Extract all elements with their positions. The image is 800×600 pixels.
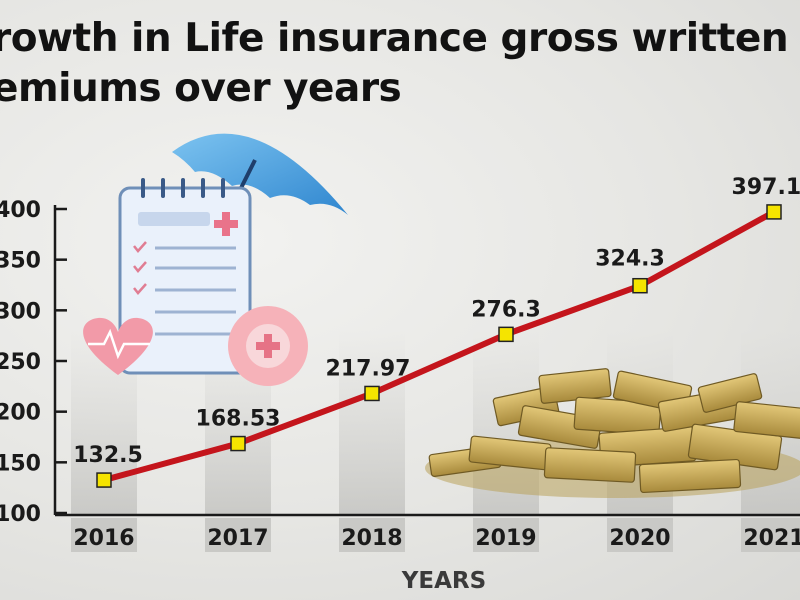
y-tick-label: 300 [0,299,41,324]
data-label: 397.12 [732,175,800,200]
x-axis-title: YEARS [401,568,486,594]
data-point-marker [230,435,246,452]
chart-title-line-2: emiums over years [0,66,402,111]
y-axis-ticks: 100 150 200 250 300 350 400 [0,198,67,527]
y-tick-label: 100 [0,502,41,527]
x-tick-label-box [741,518,800,552]
x-tick-label: 2020 [609,526,670,551]
x-tick-label-box [607,518,673,552]
x-tick-label: 2021 [743,526,800,551]
data-point-marker [498,326,514,343]
data-label: 217.97 [326,356,411,381]
data-point-marker [632,277,648,294]
chart-title: rowth in Life insurance gross written em… [0,14,800,114]
x-tick-label-box [473,518,539,552]
data-label: 168.53 [196,407,281,432]
data-markers [96,204,782,488]
x-tick-label: 2017 [207,526,268,551]
y-tick-label: 400 [0,198,41,223]
x-tick-label: 2016 [73,526,134,551]
background-column [339,330,405,515]
x-tick-label-box [71,518,137,552]
series-line [101,208,777,484]
umbrella-icon [172,133,348,215]
y-tick-label: 350 [0,249,41,274]
medical-cross-icon [214,212,238,236]
chart-title-line-1: rowth in Life insurance gross written [0,16,789,61]
x-tick-label-box [205,518,271,552]
x-axis-tick-labels: 2016 2017 2018 2019 2020 2021 [71,518,800,552]
y-tick-label: 250 [0,350,41,375]
x-tick-label: 2018 [341,526,402,551]
data-point-marker [96,472,112,488]
health-insurance-illustration [83,133,348,386]
data-label: 276.3 [471,297,541,322]
x-tick-label: 2019 [475,526,536,551]
data-point-marker [766,204,782,220]
heart-icon [83,317,153,375]
data-label: 324.3 [595,247,665,272]
money-pile-illustration [425,368,800,498]
data-label: 132.5 [73,443,143,468]
y-tick-label: 150 [0,451,41,476]
x-tick-label-box [339,518,405,552]
data-point-marker [364,385,380,402]
y-tick-label: 200 [0,401,41,426]
data-labels: 132.5 168.53 217.97 276.3 324.3 397.12 [73,175,800,468]
